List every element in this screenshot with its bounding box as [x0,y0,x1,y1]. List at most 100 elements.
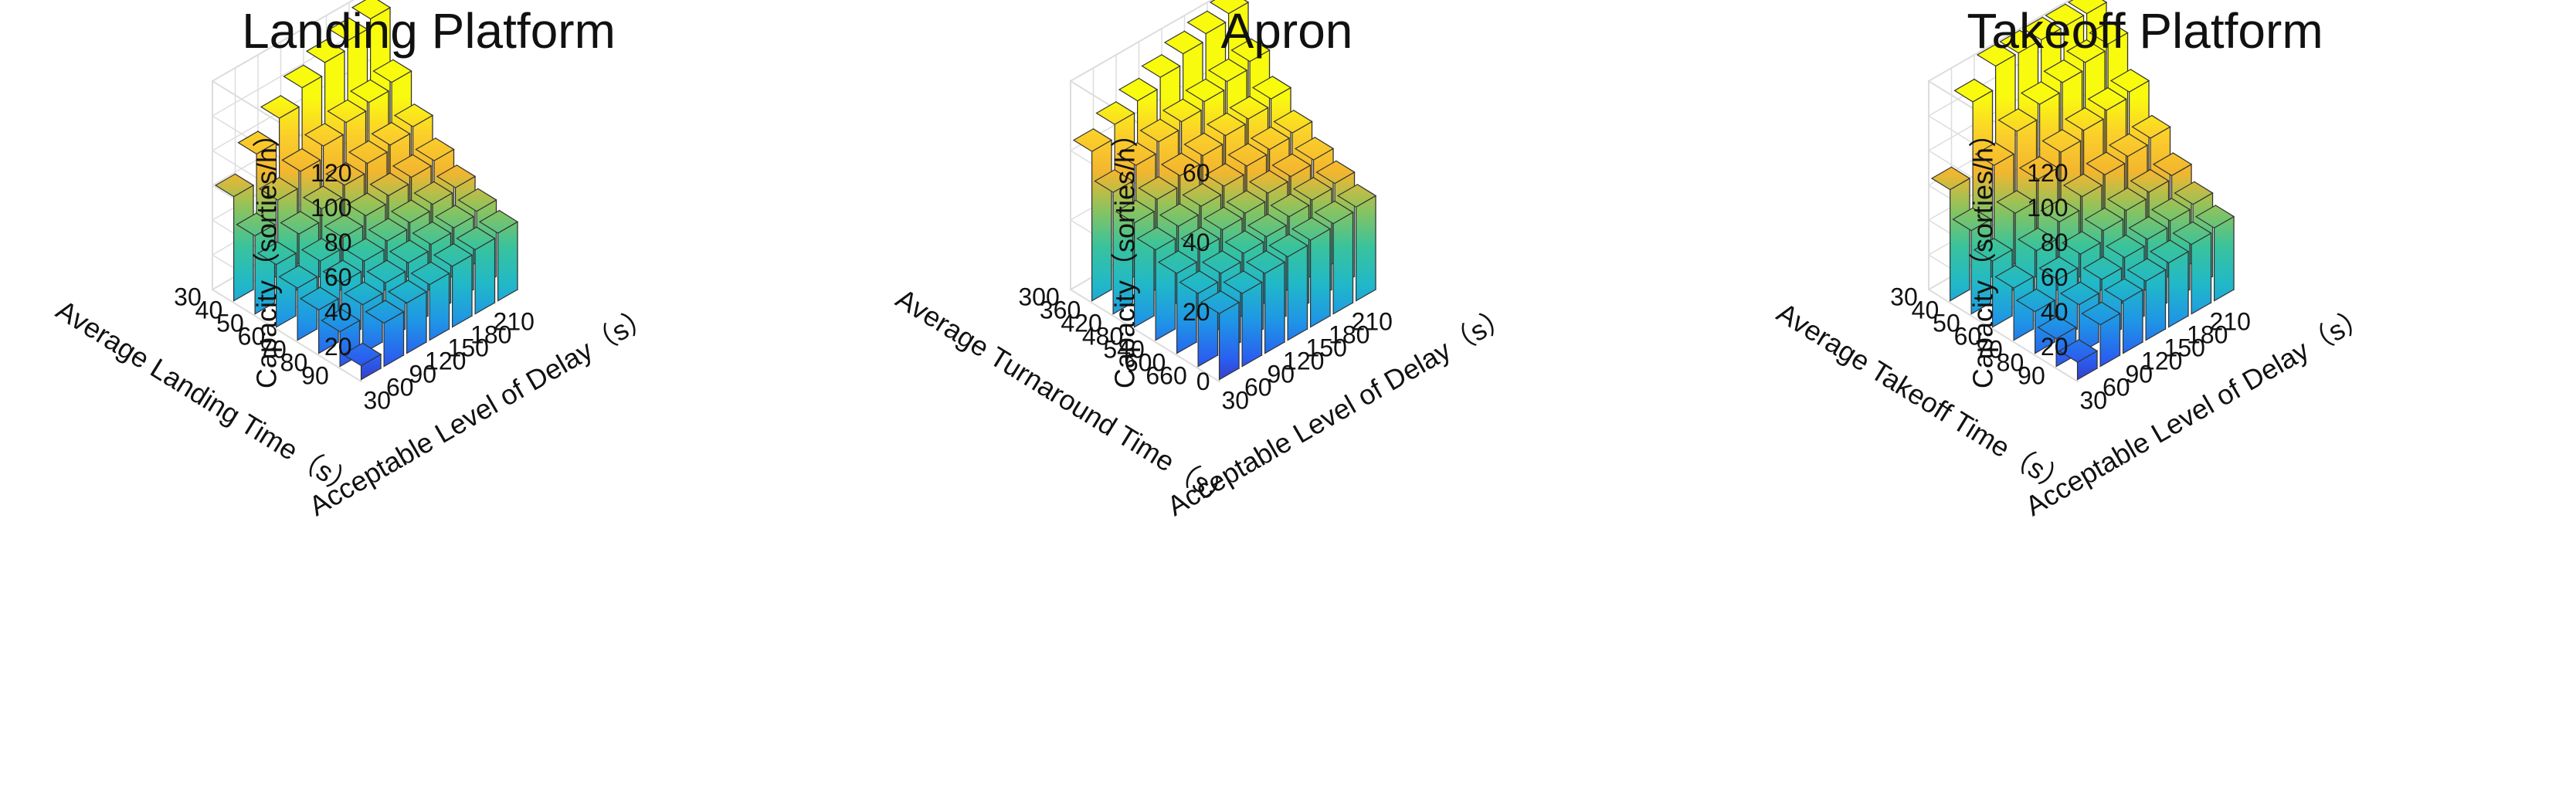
bar-top [260,95,300,119]
bar-top [2020,81,2061,105]
bar-top [346,192,387,217]
bar-top [304,123,344,147]
y-tick-label: 70 [1975,336,2003,364]
bar-top [1162,98,1203,123]
bar [2194,204,2235,302]
bar [387,280,428,354]
x-tick-label: 30 [363,387,391,415]
bar [456,226,496,315]
bar-top [2081,301,2121,326]
bar-top [349,79,390,103]
bar-top [1997,108,2038,132]
z-axis-label: Capacity（sorties/h） [251,120,283,388]
bar-top [256,241,297,266]
bar [2103,277,2144,354]
bar-top [236,212,276,237]
bar-top [1094,169,1134,193]
bar-top [368,218,408,242]
bar-top [2130,168,2170,193]
bar-top [1136,226,1176,251]
bar-top [412,221,452,246]
x-tick-label: 150 [448,334,489,362]
bar-top [2084,207,2124,232]
bar-top [2126,258,2167,282]
bar-top [1201,250,1242,274]
bar-top [410,261,450,286]
bar-top [1952,207,1992,232]
x-tick-label: 150 [2164,334,2205,362]
bar-top [1229,96,1269,120]
x-tick-label: 180 [470,321,511,349]
bar-top [478,209,519,234]
z-axis: 0 20 40 60 Capacity（sorties/h） [1109,120,1210,395]
bar-top [2082,256,2123,280]
z-tick-label: 60 [2041,263,2069,291]
x-tick-label: 210 [494,308,535,336]
y-tick-label: 60 [238,323,266,351]
bar-front [1241,281,1263,368]
bar-top [1271,153,1312,178]
bar-top [1157,250,1198,274]
bar-top [1139,118,1179,143]
bar-top [1223,270,1263,294]
bar [1136,226,1176,341]
bar-top [389,239,429,264]
bar-top [1999,29,2039,54]
bar-top [1930,166,1971,191]
bar-front [1332,211,1354,315]
bar-top [433,242,473,267]
bar [478,209,519,302]
bar-top [1953,78,1994,103]
bar-top [322,259,362,284]
x-tick-label: 60 [2103,374,2130,402]
z-axis-label: Capacity（sorties/h） [1109,120,1141,388]
bar-top [341,342,382,367]
z-tick-label: 40 [2041,298,2069,326]
bar-top [1115,199,1156,224]
chart-svg: Takeoff Platform 20 40 60 80 100 120 Capacity（s… [1771,0,2374,522]
bar-front [1355,195,1376,302]
bar [1072,127,1113,302]
bar-top [1160,152,1201,177]
z-tick-label: 20 [1183,298,1210,326]
bar-top [348,140,389,164]
bar-top [2059,281,2100,306]
z-tick-label: 80 [324,229,352,256]
bar-top [365,300,405,324]
y-tick-label: 80 [280,349,308,377]
bar-top [281,147,321,172]
chart-panel-takeoff: Takeoff Platform 20 40 60 80 100 120 Capacity（s… [1716,0,2574,793]
bar-top [325,161,365,186]
z-tick-label: 40 [1183,229,1210,256]
bar-front [1219,301,1240,381]
bar-top [2086,151,2126,176]
bar-top [1315,160,1356,185]
bar [2081,301,2121,368]
y-tick-label: 360 [1040,297,1081,324]
z-axis-label: Capacity（sorties/h） [1967,120,1999,388]
bar-front [497,221,518,302]
bar-top [1336,184,1377,208]
z-axis: 20 40 60 80 100 120 Capacity（sorties/h） [1967,120,2069,388]
bar-top [1138,176,1178,200]
z-tick-label: 60 [324,263,352,291]
bar-top [2064,107,2105,131]
bars [1930,0,2235,381]
bar-top [1273,110,1313,134]
bar-top [2174,181,2214,205]
bar-top [371,121,411,146]
bar-top [2089,21,2129,45]
bar-top [1994,265,2035,289]
bar-top [1182,183,1222,207]
bar-top [1209,0,1250,15]
bar-top [1294,137,1335,161]
bar-top [1268,233,1308,258]
bar-top [2037,315,2077,340]
bar-top [1291,217,1332,241]
y-tick-label: 30 [174,283,202,311]
bar-top [2021,16,2062,41]
y-tick-label: 80 [1997,349,2024,377]
bar-top [1186,10,1227,35]
z-tick-label: 100 [2027,194,2068,222]
